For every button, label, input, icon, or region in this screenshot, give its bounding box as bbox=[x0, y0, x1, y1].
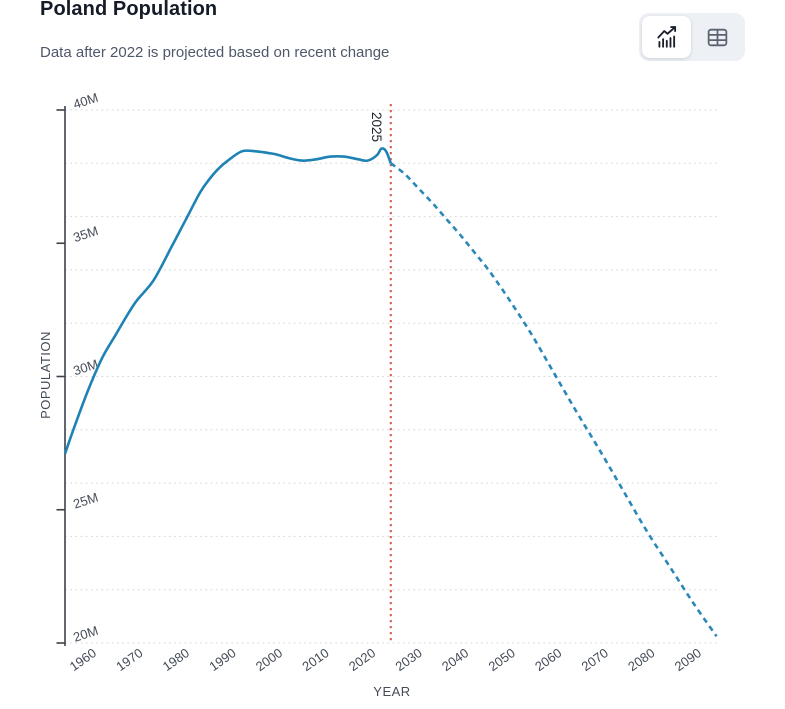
view-toggle bbox=[639, 13, 745, 61]
x-tick-label: 1960 bbox=[67, 645, 99, 674]
y-tick-label: 25M bbox=[71, 490, 100, 512]
x-tick-label: 1980 bbox=[160, 645, 192, 674]
gridlines bbox=[65, 109, 719, 644]
x-tick-label: 2070 bbox=[579, 645, 611, 674]
x-tick-label: 2020 bbox=[346, 645, 378, 674]
x-tick-label: 1970 bbox=[113, 645, 145, 674]
table-view-button[interactable] bbox=[693, 16, 742, 58]
table-icon bbox=[705, 25, 730, 50]
y-axis: 40M 35M 30M 25M 20M POPULATION bbox=[38, 90, 100, 646]
y-tick-label: 40M bbox=[71, 90, 100, 112]
chart-view-button[interactable] bbox=[642, 16, 691, 58]
x-axis: 1960 1970 1980 1990 2000 2010 2020 2030 2040 2050… bbox=[67, 645, 704, 699]
y-tick-label: 20M bbox=[71, 623, 100, 645]
line-chart-icon bbox=[654, 24, 680, 50]
series-projected bbox=[389, 162, 718, 638]
y-tick-label: 30M bbox=[71, 356, 100, 378]
series-historical bbox=[63, 147, 393, 455]
x-axis-title: YEAR bbox=[373, 684, 410, 699]
x-tick-label: 2000 bbox=[253, 645, 285, 674]
x-tick-label: 2050 bbox=[486, 645, 518, 674]
x-tick-label: 2080 bbox=[625, 645, 657, 674]
x-tick-label: 2010 bbox=[299, 645, 331, 674]
x-tick-label: 2090 bbox=[672, 645, 704, 674]
y-tick-label: 35M bbox=[71, 223, 100, 245]
x-tick-label: 1990 bbox=[206, 645, 238, 674]
x-tick-label: 2040 bbox=[439, 645, 471, 674]
x-tick-label: 2030 bbox=[392, 645, 424, 674]
projection-marker: 2025 bbox=[369, 104, 392, 643]
y-axis-title: POPULATION bbox=[38, 331, 53, 419]
marker-year-label: 2025 bbox=[369, 112, 384, 142]
page-title: Poland Population bbox=[40, 0, 218, 20]
x-tick-label: 2060 bbox=[532, 645, 564, 674]
page-subtitle: Data after 2022 is projected based on re… bbox=[40, 44, 390, 61]
